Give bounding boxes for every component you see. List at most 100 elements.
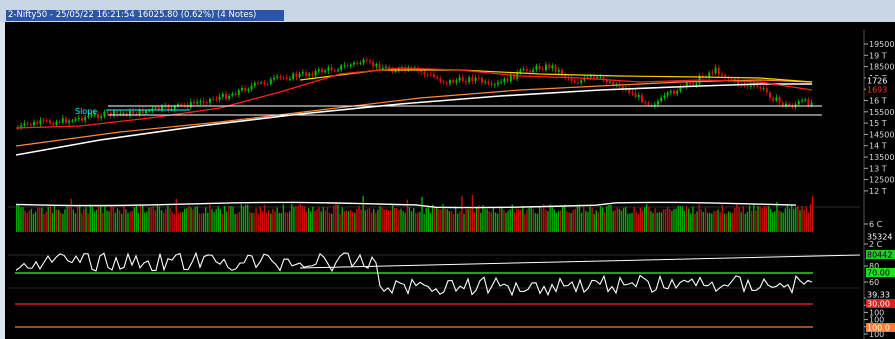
- volume-bar: [230, 205, 232, 232]
- volume-bar: [459, 211, 461, 232]
- candle-body: [100, 116, 103, 119]
- price-flag-value: 1726: [867, 77, 887, 86]
- volume-bar: [139, 204, 142, 232]
- volume-bar: [622, 207, 625, 232]
- candle-body: [58, 121, 61, 123]
- volume-bar: [389, 210, 392, 232]
- candle-body: [772, 97, 775, 101]
- rsi-trendline[interactable]: [299, 254, 861, 269]
- candle-body: [260, 82, 263, 84]
- volume-bar: [24, 210, 26, 232]
- volume-bar: [45, 211, 47, 232]
- candle-body: [580, 80, 583, 84]
- candle-body: [493, 84, 496, 86]
- volume-bar: [345, 210, 348, 232]
- volume-bar: [121, 213, 123, 232]
- rsi-flag-bg: [866, 290, 895, 299]
- volume-bar: [620, 210, 623, 232]
- volume-bar: [652, 213, 654, 232]
- candle-body: [106, 111, 109, 113]
- volume-bar: [475, 207, 478, 232]
- volume-bar: [102, 212, 104, 232]
- volume-bar: [55, 209, 58, 232]
- volume-bar: [780, 211, 782, 232]
- chart-title-tab[interactable]: [6, 10, 284, 21]
- volume-bar: [30, 208, 33, 232]
- candle-body: [279, 76, 282, 78]
- candle-body: [161, 106, 163, 110]
- volume-bar: [723, 213, 726, 232]
- candle-body: [653, 104, 656, 106]
- candle-body: [353, 62, 355, 65]
- candle-body: [551, 65, 554, 69]
- volume-bar: [265, 212, 268, 232]
- volume-bar: [614, 210, 616, 232]
- price-flag-bg: [866, 76, 895, 85]
- volume-bar: [606, 206, 608, 232]
- volume-bar: [93, 211, 96, 232]
- candle-body: [71, 120, 74, 122]
- volume-bar: [188, 205, 190, 232]
- candle-body: [49, 120, 51, 124]
- volume-bar: [404, 212, 406, 232]
- volume-bar: [429, 212, 432, 232]
- candle-body: [676, 91, 679, 94]
- volume-bar: [373, 208, 375, 232]
- volume-bar: [599, 206, 602, 232]
- volume-bar: [631, 212, 633, 232]
- candle-body: [167, 105, 170, 110]
- volume-bar: [471, 194, 474, 232]
- volume-bar: [587, 212, 589, 232]
- candle-body: [129, 110, 131, 116]
- volume-bar: [442, 204, 444, 232]
- candle-body: [465, 80, 467, 83]
- volume-bar: [320, 211, 322, 232]
- candle-body: [756, 84, 759, 87]
- volume-bar: [100, 204, 102, 232]
- volume-bar: [473, 212, 476, 232]
- volume-bar: [629, 213, 631, 232]
- candle-body: [196, 102, 199, 104]
- candle-body: [212, 98, 215, 100]
- volume-bar: [213, 212, 215, 232]
- candle-body: [183, 104, 186, 106]
- candle-body: [442, 81, 445, 83]
- volume-bar: [89, 204, 91, 232]
- volume-bar: [341, 207, 343, 232]
- volume-bar: [528, 208, 530, 232]
- rsi-flag-bg: [866, 299, 895, 308]
- volume-bar: [484, 208, 486, 232]
- volume-bar: [482, 205, 484, 232]
- volume-bar: [635, 211, 637, 232]
- candle-body: [314, 71, 317, 76]
- volume-bar: [776, 201, 778, 232]
- candle-body: [717, 67, 720, 75]
- volume-bar: [41, 207, 43, 232]
- candle-body: [372, 61, 375, 67]
- volume-bar: [364, 210, 366, 232]
- volume-bar: [205, 207, 207, 232]
- candle-body: [330, 67, 333, 71]
- volume-bar: [37, 207, 39, 232]
- volume-bar: [662, 209, 665, 232]
- volume-bar: [742, 206, 744, 232]
- volume-bar: [423, 213, 425, 232]
- volume-bar: [255, 207, 257, 232]
- volume-bar: [171, 212, 173, 232]
- volume-bar: [478, 205, 480, 232]
- volume-bar: [58, 209, 60, 232]
- candle-body: [529, 70, 531, 73]
- volume-bar: [26, 212, 28, 232]
- volume-bar: [633, 206, 635, 232]
- slope-annotation-label[interactable]: Slope: [75, 107, 97, 116]
- volume-bar: [270, 213, 272, 232]
- candle-body: [87, 116, 90, 118]
- candle-body: [724, 75, 727, 78]
- candle-body: [439, 78, 442, 82]
- volume-bar: [385, 208, 387, 232]
- candle-body: [781, 102, 784, 106]
- volume-bar: [650, 211, 652, 232]
- candle-body: [695, 83, 698, 85]
- candle-body: [631, 92, 634, 94]
